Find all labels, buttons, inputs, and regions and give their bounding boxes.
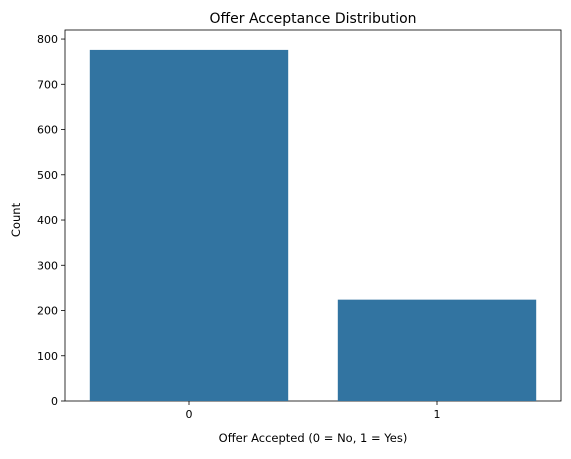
x-tick-label: 1: [434, 408, 441, 421]
y-tick-label: 500: [37, 169, 58, 182]
x-tick-label: 0: [186, 408, 193, 421]
y-tick-label: 200: [37, 305, 58, 318]
x-axis-label: Offer Accepted (0 = No, 1 = Yes): [219, 431, 408, 445]
plot-frame: [64, 29, 562, 402]
y-axis: 0 100 200 300 400 500 600 700 800: [37, 33, 65, 408]
y-tick-label: 300: [37, 259, 58, 272]
y-tick-label: 400: [37, 214, 58, 227]
bar-1: [337, 299, 537, 401]
y-tick-label: 800: [37, 33, 58, 46]
y-tick-label: 0: [51, 395, 58, 408]
y-tick-label: 700: [37, 78, 58, 91]
y-axis-label: Count: [9, 202, 23, 237]
plot-area: [64, 29, 562, 402]
bar-0: [89, 49, 289, 401]
chart-title: Offer Acceptance Distribution: [209, 11, 416, 27]
y-tick-label: 100: [37, 350, 58, 363]
bars: [89, 49, 537, 401]
y-tick-label: 600: [37, 124, 58, 137]
